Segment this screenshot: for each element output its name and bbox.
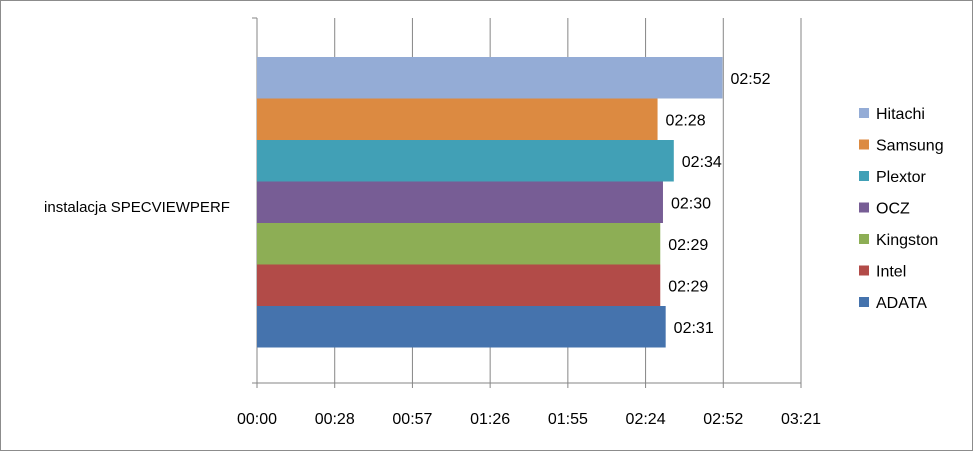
bar-hitachi: [257, 57, 723, 99]
data-label: 02:52: [731, 71, 771, 88]
bar-plextor: [257, 140, 674, 182]
legend-label: Hitachi: [876, 106, 925, 123]
legend-swatch-ocz: [859, 202, 869, 213]
bar-kingston: [257, 223, 661, 265]
x-tick-label: 03:21: [781, 411, 821, 428]
x-tick-label: 00:57: [392, 411, 432, 428]
legend-label: Samsung: [876, 138, 944, 155]
bar-samsung: [257, 98, 658, 140]
legend-swatch-adata: [859, 297, 869, 307]
legend-label: ADATA: [876, 295, 927, 312]
legend-swatch-hitachi: [859, 108, 869, 118]
bar-intel: [257, 264, 661, 306]
legend-label: Kingston: [876, 232, 938, 249]
data-label: 02:34: [682, 154, 722, 171]
legend-label: Intel: [876, 264, 906, 281]
legend-label: OCZ: [876, 201, 910, 218]
bar-ocz: [257, 181, 663, 223]
data-label: 02:29: [668, 237, 708, 254]
x-tick-label: 02:52: [703, 411, 743, 428]
legend-swatch-samsung: [859, 139, 869, 150]
bar-adata: [257, 306, 666, 348]
legend-swatch-intel: [859, 265, 869, 276]
category-label: instalacja SPECVIEWPERF: [44, 199, 230, 216]
x-tick-label: 00:00: [237, 411, 277, 428]
x-tick-label: 00:28: [315, 411, 355, 428]
legend-label: Plextor: [876, 169, 926, 186]
data-label: 02:31: [674, 320, 714, 337]
legend-swatch-kingston: [859, 234, 869, 244]
x-tick-label: 01:26: [470, 411, 510, 428]
x-tick-label: 02:24: [626, 411, 666, 428]
legend-swatch-plextor: [859, 171, 869, 181]
x-tick-label: 01:55: [548, 411, 588, 428]
data-label: 02:29: [668, 278, 708, 295]
data-label: 02:28: [666, 112, 706, 129]
data-label: 02:30: [671, 195, 711, 212]
